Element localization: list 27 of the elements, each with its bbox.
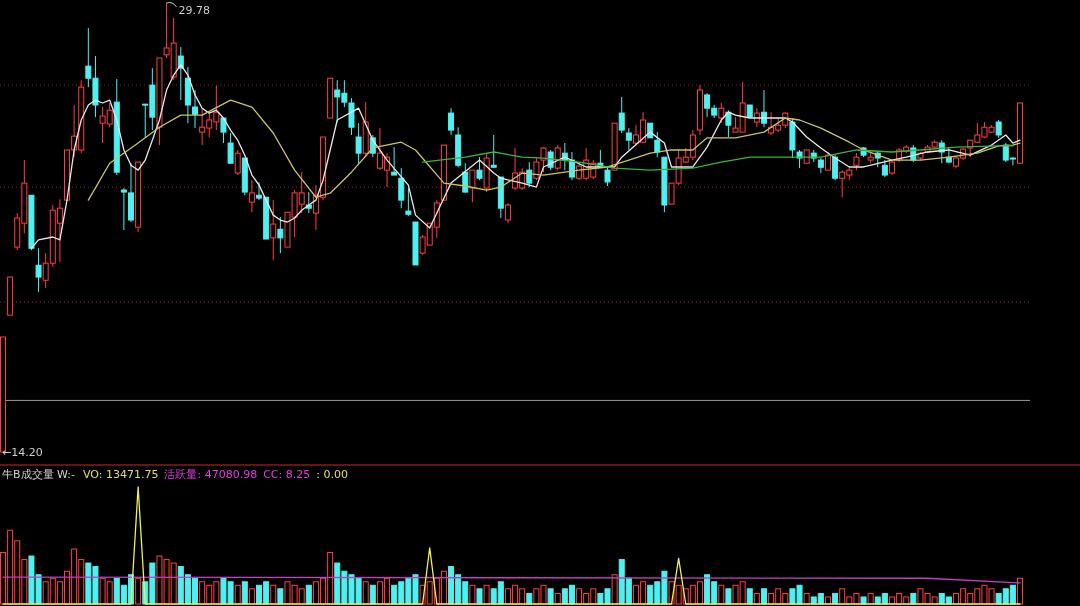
text: 活跃量: 47080.98 xyxy=(164,468,258,481)
bar xyxy=(803,592,810,605)
text: CC: 8.25 xyxy=(263,468,311,481)
text: : 0.00 xyxy=(316,468,348,481)
bar xyxy=(611,574,618,605)
bar xyxy=(369,584,376,605)
bar xyxy=(241,581,248,605)
bar xyxy=(1017,577,1023,605)
bar xyxy=(469,584,476,605)
annotation: 29.78 xyxy=(178,4,211,17)
bar xyxy=(760,588,767,605)
text: VO: 13471.75 xyxy=(82,468,159,481)
bar xyxy=(248,588,255,605)
bar xyxy=(362,581,369,605)
bar xyxy=(277,588,284,605)
bar xyxy=(547,588,554,605)
bar xyxy=(718,584,725,605)
bar xyxy=(476,588,483,605)
annotation: ←14.20 xyxy=(2,446,43,459)
bar xyxy=(746,588,753,605)
bar xyxy=(270,584,277,605)
bar xyxy=(234,584,241,605)
bar xyxy=(483,584,490,605)
chart-title: 牛B成交量 W:- xyxy=(2,468,75,481)
bar xyxy=(305,584,312,605)
bar xyxy=(725,588,732,605)
bar xyxy=(135,577,142,605)
